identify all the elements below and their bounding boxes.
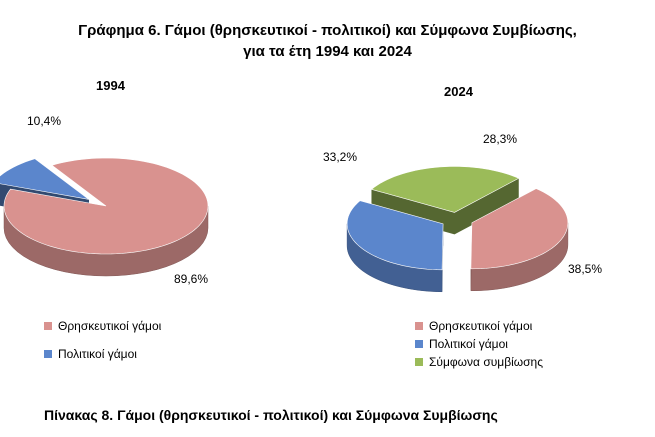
legend-item-cohabitation-2024: Σύμφωνα συμβίωσης: [415, 353, 543, 371]
chart-title-line-2: για τα έτη 1994 και 2024: [243, 43, 412, 60]
pie-1994-title: 1994: [96, 78, 125, 93]
legend-swatch-religious: [44, 322, 52, 330]
pie-2024-slice-2: [370, 166, 520, 213]
pie-1994-label-0: 89,6%: [174, 272, 208, 286]
legend-label-religious: Θρησκευτικοί γάμοι: [58, 319, 162, 333]
pie-1994-slice-1: [0, 158, 90, 200]
pie-1994-slice-0: [3, 157, 209, 255]
legend-label-civil-2024: Πολιτικοί γάμοι: [429, 337, 508, 351]
legend-label-civil: Πολιτικοί γάμοι: [58, 347, 137, 361]
legend-swatch-civil-2024: [415, 340, 423, 348]
legend-label-religious-2024: Θρησκευτικοί γάμοι: [429, 319, 533, 333]
pie-2024-label-2: 28,3%: [483, 132, 517, 146]
legend-1994: Θρησκευτικοί γάμοι Πολιτικοί γάμοι: [44, 317, 161, 363]
legend-2024: Θρησκευτικοί γάμοι Πολιτικοί γάμοι Σύμφω…: [415, 317, 543, 371]
legend-swatch-cohabitation-2024: [415, 358, 423, 366]
pie-2024-title: 2024: [444, 84, 473, 99]
pie-2024-side-2-1: [454, 178, 519, 235]
legend-swatch-civil: [44, 350, 52, 358]
pie-1994-label-1: 10,4%: [27, 114, 61, 128]
pie-2024-label-1: 33,2%: [323, 150, 357, 164]
chart-title-line-1: Γράφημα 6. Γάμοι (θρησκευτικοί - πολιτικ…: [78, 22, 577, 39]
pie-2024-slice-0: [470, 188, 569, 270]
legend-item-civil-2024: Πολιτικοί γάμοι: [415, 335, 543, 353]
pie-2024-slice-1: [346, 200, 444, 271]
legend-item-religious: Θρησκευτικοί γάμοι: [44, 317, 161, 335]
table-caption: Πίνακας 8. Γάμοι (θρησκευτικοί - πολιτικ…: [44, 407, 498, 423]
legend-item-religious-2024: Θρησκευτικοί γάμοι: [415, 317, 543, 335]
legend-label-cohabitation-2024: Σύμφωνα συμβίωσης: [429, 355, 543, 369]
legend-swatch-religious-2024: [415, 322, 423, 330]
legend-item-civil: Πολιτικοί γάμοι: [44, 345, 161, 363]
pie-2024-label-0: 38,5%: [568, 262, 602, 276]
